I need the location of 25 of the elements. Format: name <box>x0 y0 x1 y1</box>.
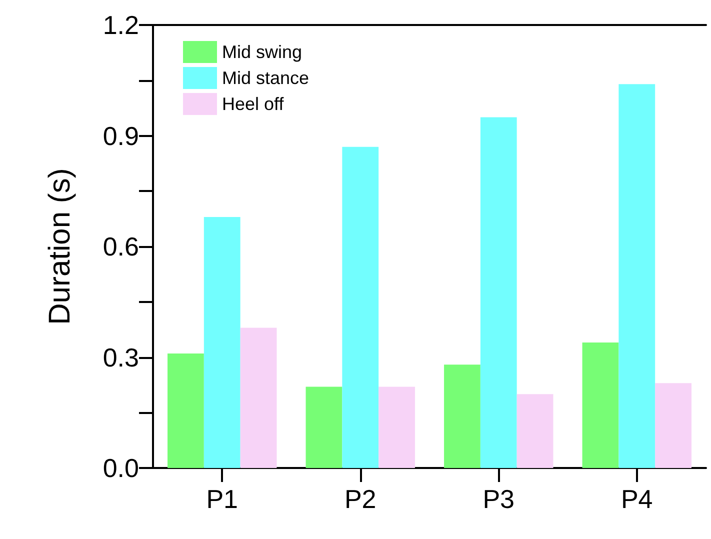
y-tick-label: 0.0 <box>102 453 139 483</box>
bar <box>306 386 342 468</box>
y-axis-title: Duration (s) <box>44 168 76 325</box>
y-tick-label: 0.6 <box>102 232 139 262</box>
legend-label: Mid stance <box>222 68 310 88</box>
bar <box>204 216 240 468</box>
bar <box>168 354 204 468</box>
bar <box>582 342 619 468</box>
bar <box>516 394 554 468</box>
y-tick-label: 0.9 <box>102 120 139 151</box>
bar <box>378 386 415 468</box>
x-tick-label: P1 <box>206 484 238 514</box>
bar <box>618 84 656 468</box>
legend-label: Heel off <box>222 94 285 114</box>
legend-label: Mid swing <box>222 42 302 62</box>
bar <box>240 328 277 468</box>
bar <box>480 117 517 468</box>
y-tick-label: 0.3 <box>102 342 139 372</box>
bar <box>655 383 692 468</box>
x-tick-label: P4 <box>620 484 653 514</box>
bar <box>342 146 379 468</box>
x-tick-label: P3 <box>482 484 515 514</box>
y-tick-label: 1.2 <box>102 10 139 40</box>
bar <box>444 364 480 468</box>
x-tick-label: P2 <box>344 484 376 514</box>
